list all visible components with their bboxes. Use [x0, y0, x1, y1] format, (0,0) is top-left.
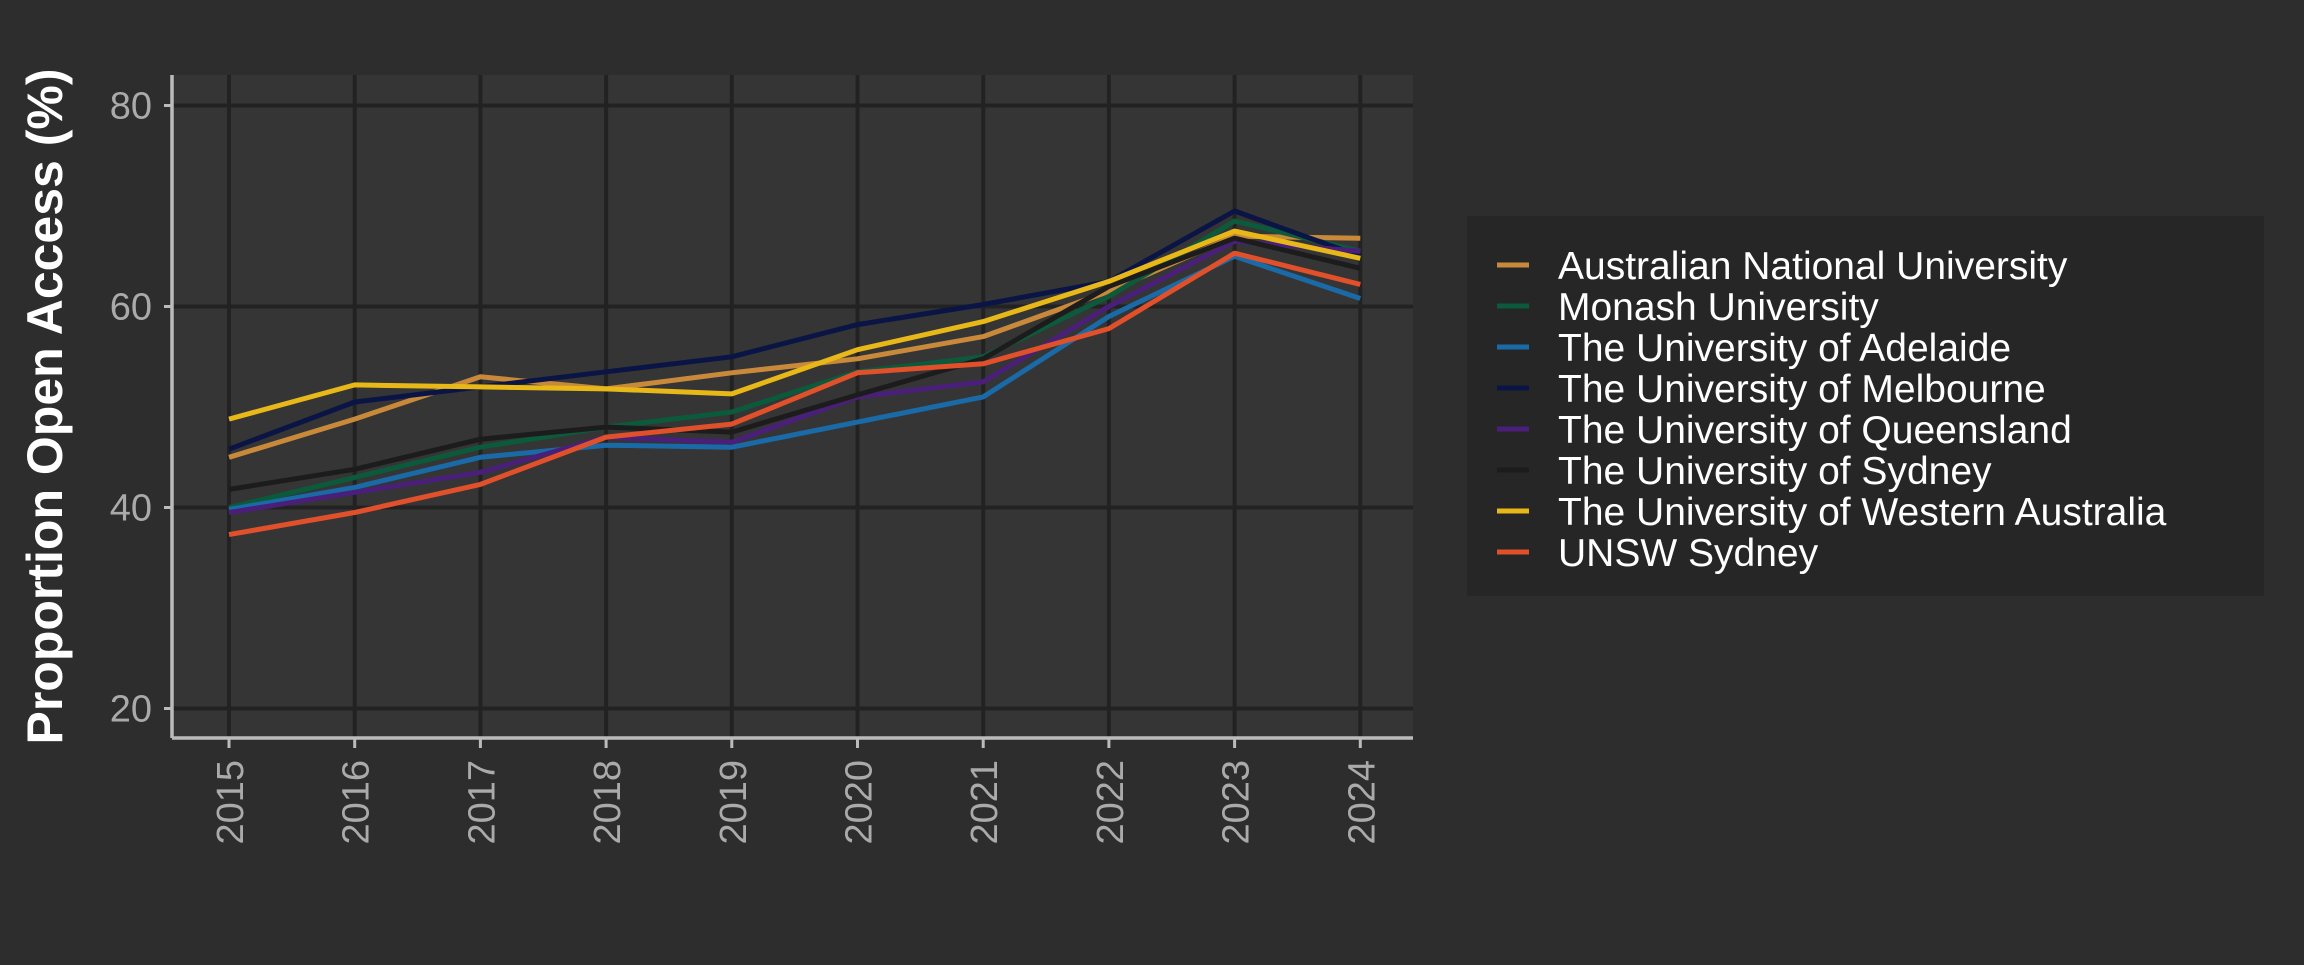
series-line — [228, 235, 1361, 492]
y-tick-label: 40 — [110, 488, 152, 530]
y-tick-label: 80 — [110, 86, 152, 128]
legend-label: The University of Sydney — [1558, 450, 1992, 493]
x-tick-label: 2021 — [964, 760, 1006, 845]
legend-label: Monash University — [1558, 286, 1879, 329]
gridlines — [172, 75, 1413, 738]
x-tick-label: 2022 — [1090, 760, 1132, 845]
x-tick-label: 2017 — [461, 760, 503, 845]
x-tick-label: 2015 — [210, 760, 252, 845]
legend-label: The University of Melbourne — [1558, 368, 2046, 411]
series-line — [228, 208, 1362, 452]
y-axis-title: Proportion Open Access (%) — [17, 68, 73, 744]
y-tick-label: 60 — [110, 287, 152, 329]
plot-panel-background — [172, 75, 1413, 738]
legend-label: Australian National University — [1558, 245, 2068, 288]
series-line — [228, 228, 1361, 422]
series-lines — [228, 208, 1362, 538]
axes: 20 40 60 80 2015 2016 2017 2018 2019 2020 2021 2022… — [17, 68, 1413, 845]
legend-background — [1467, 216, 2264, 596]
legend-label: The University of Adelaide — [1558, 327, 2011, 370]
x-tick-label: 2024 — [1341, 760, 1383, 845]
y-tick-label: 20 — [110, 689, 152, 731]
legend-label: The University of Queensland — [1558, 409, 2072, 452]
x-tick-label: 2018 — [587, 760, 629, 845]
legend-label: UNSW Sydney — [1558, 532, 1819, 575]
x-tick-label: 2019 — [713, 760, 755, 845]
series-line — [228, 253, 1362, 512]
x-tick-label: 2020 — [839, 760, 881, 845]
series-line — [228, 238, 1361, 515]
x-tick-label: 2016 — [336, 760, 378, 845]
legend-label: The University of Western Australia — [1558, 491, 2167, 534]
x-tick-label: 2023 — [1216, 760, 1258, 845]
series-line — [228, 250, 1361, 538]
plot-panel — [172, 75, 1413, 738]
